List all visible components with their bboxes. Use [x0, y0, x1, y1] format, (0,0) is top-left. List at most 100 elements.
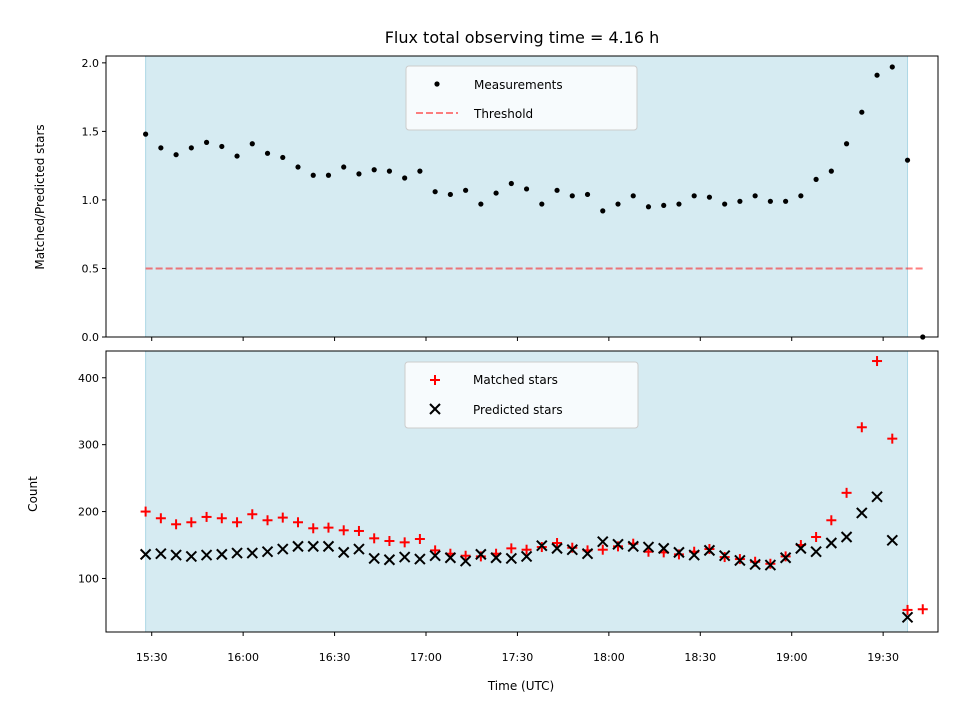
top-legend: Measurements Threshold: [405, 65, 638, 131]
measurement-point: [600, 208, 606, 214]
predicted-star-point: [734, 554, 746, 567]
legend-measurements-label: Measurements: [474, 78, 563, 92]
predicted-star-point: [459, 555, 472, 567]
measurement-point: [706, 194, 713, 200]
predicted-star-point: [886, 534, 898, 547]
measurement-point: [783, 198, 789, 204]
matched-star-point: [902, 604, 913, 615]
measurement-point: [615, 201, 621, 207]
matched-star-point: [597, 544, 608, 555]
predicted-star-point: [688, 549, 700, 561]
matched-star-point: [277, 512, 288, 523]
measurement-point: [767, 198, 773, 204]
matched-star-point: [887, 433, 898, 444]
measurement-point: [584, 191, 591, 198]
predicted-star-point: [810, 546, 822, 558]
predicted-star-point: [566, 544, 578, 556]
matched-star-point: [155, 513, 166, 524]
predicted-star-point: [307, 540, 319, 553]
top-y-tick-label: 0.5: [82, 262, 100, 275]
legend-predicted-marker: [429, 403, 441, 415]
measurement-point: [173, 152, 179, 158]
top-y-tick-label: 0.0: [82, 331, 100, 344]
bottom-legend: Matched stars Predicted stars: [404, 361, 639, 429]
predicted-star-point: [444, 552, 457, 564]
x-tick-label: 15:30: [136, 651, 168, 664]
measurement-point: [310, 172, 316, 178]
x-tick-label: 18:30: [684, 651, 716, 664]
chart-title: Flux total observing time = 4.16 h: [385, 28, 660, 47]
predicted-star-point: [414, 553, 426, 565]
predicted-star-point: [246, 547, 258, 559]
measurement-point: [630, 193, 636, 199]
x-tick-label: 19:00: [776, 651, 808, 664]
x-tick-label: 17:00: [410, 651, 442, 664]
predicted-star-point: [429, 550, 441, 562]
measurement-point: [295, 164, 301, 170]
predicted-star-point: [216, 548, 228, 561]
matched-star-point: [826, 515, 837, 526]
measurement-point: [203, 139, 210, 145]
predicted-star-point: [277, 543, 289, 555]
predicted-star-point: [139, 548, 152, 561]
measurement-point: [417, 168, 423, 174]
matched-star-point: [353, 525, 364, 536]
x-tick-label: 16:30: [319, 651, 351, 664]
bot-y-tick-label: 400: [78, 372, 99, 385]
measurement-point: [843, 141, 850, 147]
bottom-panel: 100 200 300 400 15:30 16:00 16:30 17:00 17:30 18…: [26, 350, 939, 693]
bottom-y-axis-label: Count: [26, 476, 40, 512]
predicted-star-point: [581, 548, 594, 560]
measurement-point: [874, 72, 880, 78]
matched-star-point: [308, 523, 319, 534]
measurement-point: [264, 150, 271, 156]
predicted-star-point: [673, 546, 685, 559]
predicted-star-point: [612, 538, 624, 551]
bottom-axes-frame: [105, 350, 939, 633]
measurement-point: [798, 193, 804, 199]
predicted-star-point: [322, 540, 335, 553]
bot-y-tick-label: 300: [78, 439, 99, 452]
predicted-star-point: [856, 507, 868, 519]
measurement-point: [904, 157, 911, 163]
measurement-point: [188, 145, 194, 151]
measurement-point: [386, 168, 393, 174]
matched-star-point: [186, 517, 197, 528]
predicted-star-point: [901, 611, 914, 623]
predicted-star-point: [520, 550, 533, 563]
predicted-star-point: [383, 554, 396, 566]
predicted-star-point: [155, 548, 167, 560]
x-axis-label: Time (UTC): [487, 679, 554, 693]
legend-threshold-label: Threshold: [473, 107, 533, 121]
measurement-point: [676, 201, 682, 207]
matched-star-point: [140, 506, 151, 517]
matched-star-point: [506, 543, 517, 554]
matched-star-point: [856, 422, 867, 433]
predicted-star-point: [170, 549, 182, 561]
matched-star-point: [201, 511, 212, 522]
x-tick-label: 16:00: [227, 651, 259, 664]
bottom-legend-box: [404, 361, 639, 429]
measurement-point: [737, 198, 743, 204]
measurement-point: [813, 176, 819, 182]
measurement-point: [478, 201, 484, 207]
predicted-star-point: [718, 550, 731, 562]
measurement-point: [523, 186, 530, 192]
predicted-star-point: [627, 540, 639, 553]
matched-star-point: [338, 525, 349, 536]
measurement-point: [569, 193, 575, 199]
measurement-point: [402, 175, 408, 181]
predicted-star-point: [795, 542, 807, 555]
predicted-star-point: [825, 537, 838, 549]
predicted-star-point: [353, 543, 365, 555]
measurement-point: [356, 171, 362, 177]
predicted-star-point: [185, 550, 198, 563]
x-tick-label: 18:00: [593, 651, 625, 664]
measurement-point: [859, 109, 865, 115]
predicted-star-point: [551, 542, 563, 555]
measurement-point: [280, 154, 286, 161]
measurement-point: [722, 201, 728, 207]
matched-star-point: [216, 513, 227, 524]
measurement-point: [234, 153, 240, 159]
